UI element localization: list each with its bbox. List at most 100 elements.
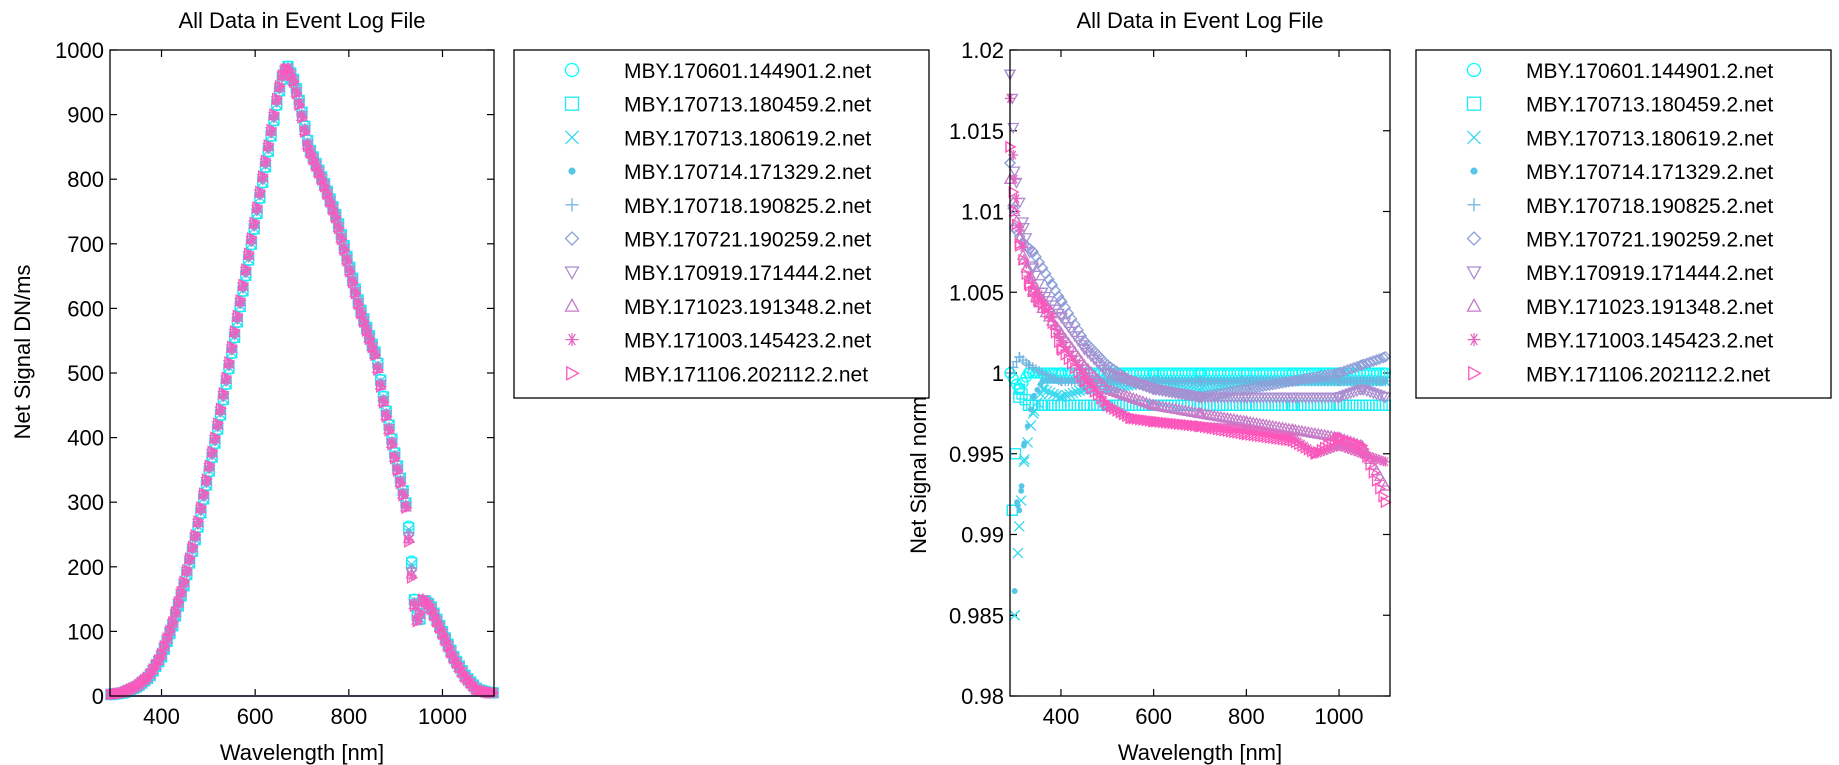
data-point — [1203, 421, 1215, 434]
data-point — [243, 247, 255, 260]
data-point — [1251, 429, 1263, 442]
data-point — [1369, 399, 1382, 411]
chart-right-ytick-label: 1.005 — [949, 280, 1004, 305]
data-point — [1340, 399, 1353, 411]
data-point — [1008, 205, 1021, 217]
data-point — [1084, 399, 1096, 411]
data-point — [1283, 375, 1295, 388]
chart-left-ytick-label: 1000 — [55, 38, 104, 63]
data-point — [1296, 373, 1308, 386]
legend-label: MBY.170919.171444.2.net — [624, 262, 871, 285]
data-point — [1057, 343, 1069, 357]
data-point — [406, 571, 418, 584]
chart-left-ytick-label: 300 — [67, 490, 104, 515]
data-point — [1370, 353, 1383, 366]
data-point — [1263, 379, 1276, 392]
data-point — [482, 686, 494, 699]
data-point — [1008, 166, 1021, 178]
legend-entry-7: MBY.171023.191348.2.net — [564, 296, 871, 319]
data-point — [1318, 369, 1331, 382]
data-point — [204, 459, 216, 472]
data-point — [353, 298, 365, 311]
data-point — [1232, 426, 1244, 439]
data-point — [1042, 302, 1054, 315]
chart-right-xlabel: Wavelength [nm] — [1118, 740, 1282, 765]
data-point — [1250, 381, 1263, 394]
data-point — [162, 632, 174, 645]
data-point — [1288, 434, 1300, 447]
data-point — [420, 595, 432, 609]
legend-marker-triangle-right-icon — [1468, 365, 1482, 381]
data-point — [381, 410, 393, 423]
data-point — [1379, 350, 1392, 363]
data-point — [1286, 375, 1299, 387]
data-point — [1351, 360, 1364, 373]
data-point — [1360, 399, 1372, 411]
data-point — [1061, 399, 1074, 411]
data-point — [1008, 186, 1020, 199]
data-point — [215, 402, 227, 415]
data-point — [1216, 423, 1228, 437]
data-point — [1014, 499, 1020, 506]
data-point — [201, 473, 213, 486]
data-point — [1157, 416, 1169, 429]
data-point — [1039, 267, 1052, 280]
chart-right-ytick-label: 1.015 — [949, 119, 1004, 144]
data-point — [1018, 253, 1030, 267]
data-point — [1033, 279, 1046, 291]
chart-left-title: All Data in Event Log File — [178, 8, 425, 33]
data-point — [193, 515, 205, 528]
data-point — [1264, 431, 1276, 444]
data-point — [1147, 398, 1160, 410]
data-point — [1356, 359, 1369, 371]
data-point — [477, 684, 489, 698]
data-point — [1357, 399, 1369, 411]
data-point — [258, 169, 270, 183]
data-point — [1135, 413, 1147, 426]
data-point — [328, 203, 340, 216]
chart-left-axes-frame — [109, 49, 495, 697]
data-point — [1366, 399, 1379, 411]
legend-marker-triangle-right-icon — [566, 365, 580, 381]
data-point — [1023, 278, 1035, 291]
data-point — [274, 80, 286, 93]
data-point — [479, 685, 491, 698]
data-point — [1020, 233, 1033, 245]
data-point — [1222, 424, 1234, 438]
data-point — [1379, 479, 1392, 491]
legend-marker-dot-icon — [568, 167, 576, 175]
chart-right-legend: MBY.170601.144901.2.net MBY.170713.180459… — [1415, 49, 1832, 399]
chart-left-ticks: 400 600 800 1000 0 100 200 300 400 500 600 700 800 90… — [55, 38, 494, 729]
data-point — [1052, 290, 1065, 303]
data-point — [232, 309, 244, 322]
data-point — [288, 75, 300, 89]
data-point — [1344, 363, 1357, 375]
data-point — [1017, 377, 1029, 389]
data-point — [1332, 392, 1346, 404]
data-point — [263, 138, 275, 152]
data-point — [277, 69, 289, 82]
legend-marker-circle-icon — [1466, 62, 1482, 78]
data-point — [1341, 364, 1354, 377]
data-point — [1368, 466, 1380, 479]
data-point — [1070, 362, 1082, 375]
data-point — [1057, 390, 1069, 402]
data-point — [1338, 390, 1351, 402]
data-point — [373, 363, 385, 377]
data-point — [1104, 383, 1117, 395]
data-point — [1078, 399, 1090, 411]
data-point — [1011, 218, 1023, 231]
data-point — [1045, 278, 1058, 291]
legend-label: MBY.171003.145423.2.net — [624, 330, 871, 353]
data-point — [1016, 507, 1023, 514]
chart-right-ticks: 400 600 800 1000 0.98 0.985 0.99 0.995 1 1.005 1.0… — [949, 38, 1390, 729]
data-point — [106, 688, 118, 701]
data-point — [300, 125, 312, 139]
data-point — [182, 563, 194, 577]
data-point — [1141, 414, 1153, 427]
data-point — [1164, 416, 1176, 430]
legend-marker-triangle-up-icon — [564, 298, 580, 312]
data-point — [361, 324, 373, 337]
data-point — [1044, 307, 1056, 320]
chart-left-series-2 — [105, 61, 499, 700]
